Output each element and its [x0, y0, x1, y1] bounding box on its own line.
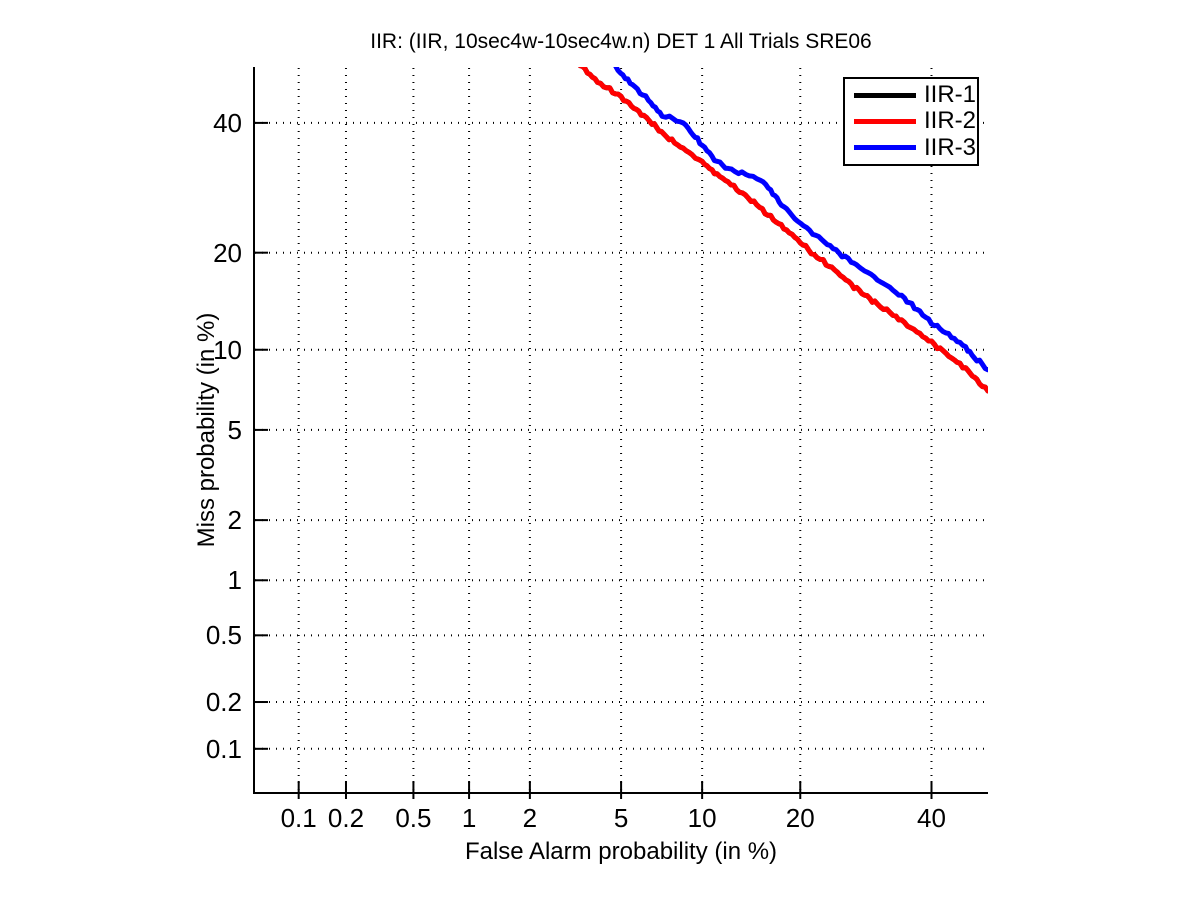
x-tick-label: 0.1	[280, 803, 317, 833]
tick-marks	[254, 121, 933, 799]
y-tick-label: 0.1	[205, 733, 242, 764]
x-tick-label: 0.2	[327, 803, 365, 833]
legend-entry: IIR-1	[845, 83, 977, 107]
y-tick-label: 40	[213, 107, 242, 138]
legend-line-iir-2	[854, 118, 916, 124]
legend-label: IIR-3	[924, 133, 977, 161]
x-tick-label: 2	[522, 803, 538, 833]
det-curves	[578, 67, 988, 394]
y-tick-label: 5	[227, 414, 242, 445]
y-tick-label: 20	[213, 237, 242, 268]
x-tick-label: 10	[687, 803, 717, 833]
legend-line-iir-3	[854, 145, 916, 151]
x-tick-label: 20	[785, 803, 815, 833]
y-tick-label: 1	[227, 565, 242, 596]
y-tick-label: 2	[227, 505, 242, 536]
legend-label: IIR-2	[924, 107, 977, 135]
legend-entry: IIR-2	[845, 109, 977, 133]
legend-label: IIR-1	[924, 81, 977, 109]
gridlines	[255, 68, 988, 792]
legend-entry: IIR-3	[845, 133, 977, 161]
x-tick-label: 1	[461, 803, 477, 833]
x-tick-label: 40	[917, 803, 946, 833]
y-tick-label: 0.5	[205, 620, 242, 651]
y-tick-label: 0.2	[205, 687, 242, 718]
curve-iir-2	[578, 67, 988, 394]
curve-iir-3	[613, 67, 988, 373]
x-tick-label: 5	[613, 803, 629, 833]
legend: IIR-1 IIR-2 IIR-3	[843, 77, 979, 166]
y-axis-label: Miss probability (in %)	[193, 312, 220, 548]
y-tick-label: 10	[213, 334, 242, 365]
axes	[253, 67, 988, 794]
legend-line-iir-1	[854, 92, 916, 98]
x-tick-label: 0.5	[395, 803, 432, 833]
chart-title: IIR: (IIR, 10sec4w-10sec4w.n) DET 1 All …	[370, 30, 872, 53]
x-axis-label: False Alarm probability (in %)	[464, 838, 778, 865]
